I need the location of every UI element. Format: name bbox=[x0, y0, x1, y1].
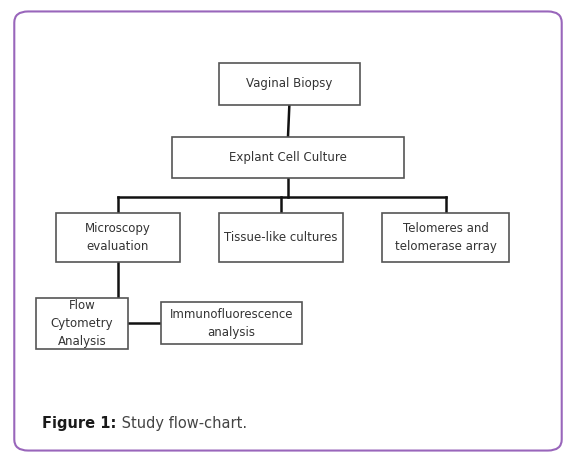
Text: Tissue-like cultures: Tissue-like cultures bbox=[224, 231, 338, 244]
Text: Vaginal Biopsy: Vaginal Biopsy bbox=[246, 78, 332, 91]
Bar bbox=[172, 137, 404, 178]
Text: Explant Cell Culture: Explant Cell Culture bbox=[229, 151, 347, 164]
Bar bbox=[219, 63, 360, 104]
Bar bbox=[36, 298, 128, 348]
Text: Figure 1:: Figure 1: bbox=[42, 416, 116, 431]
Text: Flow
Cytometry
Analysis: Flow Cytometry Analysis bbox=[51, 298, 113, 347]
Bar bbox=[382, 213, 509, 262]
Bar bbox=[161, 302, 302, 344]
Text: Telomeres and
telomerase array: Telomeres and telomerase array bbox=[395, 222, 497, 253]
Text: Microscopy
evaluation: Microscopy evaluation bbox=[85, 222, 151, 253]
Text: Study flow-chart.: Study flow-chart. bbox=[116, 416, 247, 431]
Bar bbox=[56, 213, 180, 262]
Text: Immunofluorescence
analysis: Immunofluorescence analysis bbox=[169, 308, 293, 339]
Bar bbox=[219, 213, 343, 262]
